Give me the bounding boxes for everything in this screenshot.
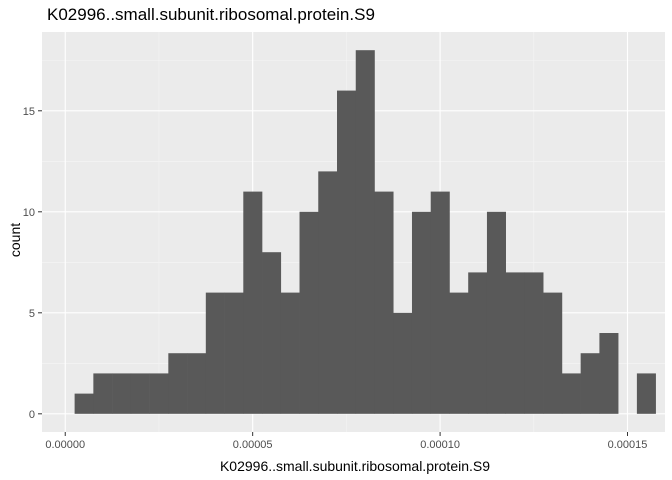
- histogram-bars: [74, 50, 656, 414]
- histogram-bar: [93, 373, 113, 414]
- histogram-bar: [168, 353, 188, 414]
- histogram-bar: [449, 292, 469, 414]
- y-tick-label: 0: [29, 409, 35, 421]
- histogram-bar: [112, 373, 132, 414]
- y-tick-label: 15: [23, 106, 35, 118]
- x-axis-ticks: 0.00000 0.00005 0.00010 0.00015: [45, 432, 647, 451]
- histogram-bar: [430, 191, 450, 414]
- histogram-bar: [524, 272, 544, 414]
- histogram-bar: [243, 191, 263, 414]
- histogram-bar: [280, 292, 300, 414]
- histogram-bar: [74, 393, 94, 414]
- histogram-bar: [187, 353, 207, 414]
- histogram-bar: [355, 50, 375, 414]
- y-tick-label: 5: [29, 308, 35, 320]
- histogram-bar: [374, 191, 394, 414]
- histogram-bar: [580, 353, 600, 414]
- histogram-bar: [411, 211, 432, 414]
- histogram-bar: [561, 373, 581, 414]
- x-axis-title: K02996..small.subunit.ribosomal.protein.…: [220, 458, 490, 474]
- x-tick-label: 0.00005: [233, 439, 273, 451]
- histogram-bar: [318, 171, 338, 414]
- x-tick-label: 0.00015: [608, 439, 648, 451]
- histogram-bar: [599, 333, 619, 414]
- histogram-bar: [543, 292, 563, 414]
- histogram-bar: [636, 373, 656, 414]
- y-tick-label: 10: [23, 207, 35, 219]
- chart-title: K02996..small.subunit.ribosomal.protein.…: [47, 5, 375, 24]
- histogram-bar: [130, 373, 150, 414]
- histogram-bar: [486, 211, 506, 414]
- histogram-bar: [224, 292, 244, 414]
- x-tick-label: 0.00010: [420, 439, 460, 451]
- histogram-bar: [505, 272, 525, 414]
- x-tick-label: 0.00000: [45, 439, 85, 451]
- histogram-bar: [393, 312, 413, 414]
- histogram-bar: [299, 211, 319, 414]
- histogram-bar: [205, 292, 225, 414]
- histogram-bar: [262, 252, 282, 414]
- histogram-bar: [149, 373, 169, 414]
- histogram-bar: [468, 272, 488, 414]
- histogram-bar: [337, 90, 357, 414]
- y-axis-title: count: [7, 223, 23, 257]
- y-axis-ticks: 0 5 10 15: [23, 106, 42, 421]
